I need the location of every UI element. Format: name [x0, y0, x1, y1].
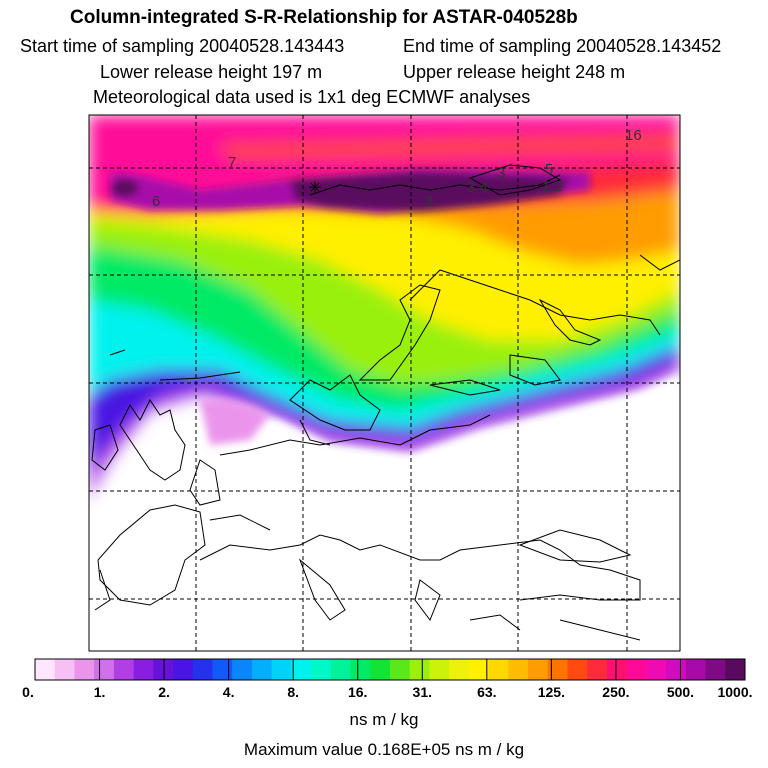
contour-label: 16 [625, 127, 642, 144]
colorbar-unit: ns m / kg [349, 710, 419, 729]
colorbar-swatch [173, 659, 194, 680]
chart-title: Column-integrated S-R-Relationship for A… [70, 7, 578, 28]
star-marker-icon: ✳ [308, 180, 321, 197]
colorbar-swatch [429, 659, 450, 680]
colorbar-tick-label: 2. [158, 684, 170, 700]
colorbar-swatch [488, 659, 509, 680]
colorbar-swatch [626, 659, 647, 680]
colorbar-swatch [113, 659, 135, 680]
colorbar-swatch [449, 659, 470, 680]
colorbar-tick-label: 250. [602, 684, 630, 700]
colorbar-swatch [685, 659, 707, 680]
colorbar-tick-label: 0. [22, 684, 34, 700]
colorbar-swatch [705, 659, 726, 680]
colorbar-frame [34, 658, 746, 681]
colorbar-swatch [567, 659, 588, 680]
colorbar-tick-label: 8. [287, 684, 300, 700]
colorbar-swatch [646, 659, 667, 680]
lower-release-label: Lower release height 197 m [100, 62, 323, 82]
colorbar-swatch [311, 659, 332, 680]
colorbar-swatch [271, 659, 292, 680]
colorbar-swatch [606, 659, 628, 680]
colorbar-swatch [409, 659, 430, 680]
graticule [89, 115, 680, 651]
contour-label: 7 [228, 154, 236, 171]
contour-label: 3 [425, 193, 433, 210]
end-time-label: End time of sampling 20040528.143452 [403, 36, 722, 56]
colorbar [34, 658, 746, 681]
colorbar-tick-label: 1. [93, 684, 106, 700]
contour-label: 3 [497, 165, 505, 182]
colorbar-swatch [153, 659, 174, 680]
contour-label: 5 [545, 161, 553, 178]
colorbar-swatch [370, 659, 391, 680]
colorbar-swatch [232, 659, 253, 680]
colorbar-swatch [54, 659, 75, 680]
colorbar-tick-label: 63. [477, 684, 497, 700]
colorbar-swatch [528, 659, 549, 680]
colorbar-swatch [350, 659, 371, 680]
colorbar-swatch [94, 659, 115, 680]
colorbar-swatch [133, 659, 154, 680]
colorbar-swatch [192, 659, 213, 680]
colorbar-tick-label: 1000. [717, 684, 753, 700]
field-layer: ✳ [89, 115, 680, 651]
start-time-label: Start time of sampling 20040528.143443 [20, 36, 345, 56]
colorbar-tick-label: 125. [537, 684, 565, 700]
contour-label: 6 [152, 193, 160, 210]
colorbar-swatch [587, 659, 608, 680]
colorbar-swatch [725, 659, 746, 680]
contour-label: 3 4 [467, 179, 488, 196]
colorbar-swatch [666, 659, 687, 680]
colorbar-swatch [468, 659, 490, 680]
colorbar-swatch [35, 659, 56, 680]
upper-release-label: Upper release height 248 m [403, 62, 626, 82]
colorbar-tick-label: 500. [666, 684, 695, 700]
colorbar-swatch [291, 659, 312, 680]
colorbar-swatch [251, 659, 273, 680]
contour-label: 1 2 [542, 178, 563, 195]
colorbar-tick-label: 31. [412, 684, 432, 700]
colorbar-swatch [330, 659, 352, 680]
plot-frame [88, 114, 681, 652]
colorbar-swatch [212, 659, 233, 680]
colorbar-swatch [74, 659, 95, 680]
colorbar-tick-label: 4. [222, 684, 235, 700]
colorbar-swatch [547, 659, 568, 680]
max-value-label: Maximum value 0.168E+05 ns m / kg [243, 740, 525, 759]
colorbar-swatch [390, 659, 411, 680]
contour-label-group: 16 7 6 3 3 4 3 5 1 2 [152, 127, 642, 210]
colorbar-swatch [508, 659, 529, 680]
colorbar-tick-label: 16. [347, 684, 368, 700]
met-data-label: Meteorological data used is 1x1 deg ECMW… [93, 87, 531, 107]
